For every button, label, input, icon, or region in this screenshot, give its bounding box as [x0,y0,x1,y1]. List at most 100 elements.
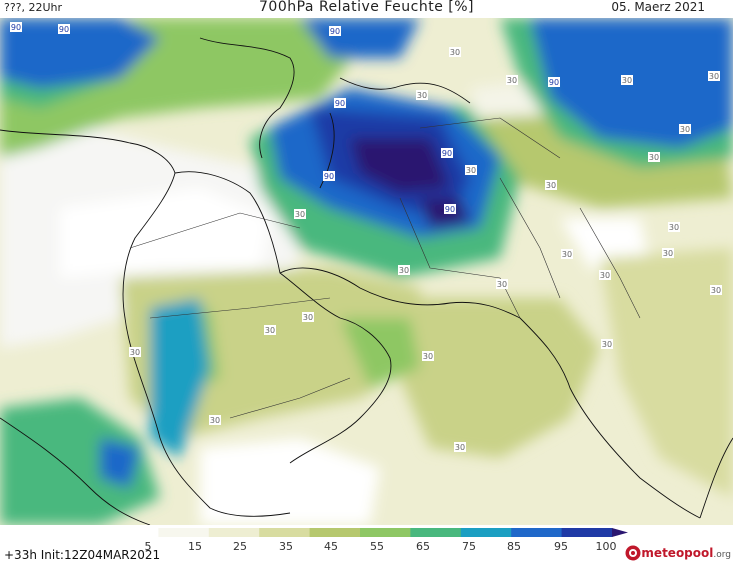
contour-label-bg [323,171,335,181]
contour-label-bg [648,152,660,162]
contour-label: 30 [417,91,427,100]
model-run-label: +33h Init:12Z04MAR2021 [4,548,161,562]
colorbar-tick-label: 25 [233,540,247,553]
colorbar-swatch [561,528,613,537]
colorbar-tick-label: 15 [188,540,202,553]
contour-label-bg [601,339,613,349]
contour-label-bg [561,249,573,259]
contour-label: 30 [622,76,632,85]
contour-label-bg [129,347,141,357]
contour-label: 30 [399,266,409,275]
contour-label: 90 [324,172,334,181]
colorbar-swatch [259,528,311,537]
contour-label-bg [422,351,434,361]
contour-label: 30 [507,76,517,85]
contour-label: 30 [649,153,659,162]
contour-label-bg [441,148,453,158]
colorbar-tick-label: 95 [554,540,568,553]
contour-label: 30 [295,210,305,219]
colorbar-swatch [460,528,512,537]
contour-label: 30 [497,280,507,289]
colorbar-tick-label: 75 [462,540,476,553]
colorbar-tick-label: 45 [324,540,338,553]
colorbar-tick-label: 55 [370,540,384,553]
colorbar-swatch [158,528,210,537]
valid-time-label: ???, 22Uhr [4,1,63,14]
colorbar-swatch [511,528,563,537]
coastlines [0,37,733,525]
contour-label-bg [454,442,466,452]
contour-label-bg [329,26,341,36]
contour-label-bg [294,209,306,219]
contour-label: 90 [549,78,559,87]
contour-label: 30 [265,326,275,335]
contour-label-bg [10,22,22,32]
contour-label: 30 [600,271,610,280]
contour-label: 30 [602,340,612,349]
contour-label-bg [506,75,518,85]
contour-label: 30 [669,223,679,232]
map-title: 700hPa Relative Feuchte [%] [259,0,474,15]
contour-label-bg [398,265,410,275]
contour-label-bg [444,204,456,214]
contour-label-bg [449,47,461,57]
contour-label: 30 [680,125,690,134]
contour-label-bg [710,285,722,295]
contour-label: 90 [11,23,21,32]
contour-label: 90 [442,149,452,158]
contour-label: 30 [711,286,721,295]
contour-label: 30 [210,416,220,425]
logo-icon [625,545,641,561]
colorbar-swatch [208,528,260,537]
logo-tld: .org [713,550,731,560]
contour-label-bg [302,312,314,322]
contour-label-bg [679,124,691,134]
colorbar-swatch [309,528,361,537]
borders [129,117,641,419]
colorbar-swatch [108,528,159,537]
contour-label-bg [545,180,557,190]
contour-label-bg [548,77,560,87]
contour-label: 90 [59,25,69,34]
contour-label: 30 [466,166,476,175]
colorbar-tick-label: 35 [279,540,293,553]
meteopool-logo[interactable]: meteopool.org [625,545,731,561]
contour-label-bg [334,98,346,108]
contour-label-bg [264,325,276,335]
humidity-field [0,18,733,525]
contour-label-bg [465,165,477,175]
contour-label-bg [662,248,674,258]
contour-label-bg [621,75,633,85]
colorbar-tick-label: 100 [596,540,617,553]
colorbar-tick-label: 85 [507,540,521,553]
contour-label-bg [58,24,70,34]
contour-label-bg [599,270,611,280]
colorbar: 5 15 25 35 45 55 65 75 85 95 100 [0,525,733,566]
contour-label-bg [209,415,221,425]
contour-label-bg [708,71,720,81]
colorbar-swatch [410,528,462,537]
contour-label-bg [668,222,680,232]
colorbar-tick-label: 5 [145,540,152,553]
humidity-map: 90 90 90 90 90 90 90 90 30 30 30 30 30 30 30 30 30 30 30 30… [0,18,733,525]
logo-name: meteopool [641,546,714,560]
contour-label: 30 [562,250,572,259]
contour-label: 30 [130,348,140,357]
contour-label: 30 [450,48,460,57]
contour-labels: 90 90 90 90 90 90 90 90 30 30 30 30 30 30 30 30 30 30 30 30… [10,22,722,452]
colorbar-swatch [360,528,411,537]
contour-label: 30 [455,443,465,452]
contour-label: 30 [709,72,719,81]
contour-label-bg [496,279,508,289]
map-date: 05. Maerz 2021 [611,0,705,14]
contour-label: 90 [330,27,340,36]
contour-label: 30 [303,313,313,322]
contour-label-bg [416,90,428,100]
contour-label: 30 [546,181,556,190]
colorbar-tick-label: 65 [416,540,430,553]
contour-label: 30 [423,352,433,361]
contour-label: 30 [663,249,673,258]
contour-label: 90 [335,99,345,108]
colorbar-arrow [612,528,628,537]
